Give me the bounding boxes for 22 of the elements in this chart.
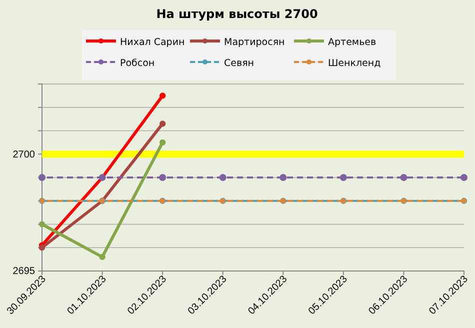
legend-label: Робсон (120, 58, 155, 69)
point (159, 139, 166, 146)
point (280, 174, 287, 181)
point (38, 221, 46, 228)
y-tick-label: 2695 (12, 266, 36, 278)
legend-label: Шенкленд (328, 58, 382, 69)
point (99, 254, 106, 260)
point (38, 244, 46, 251)
legend-label: Севян (224, 58, 254, 69)
legend-label: Артемьев (328, 37, 377, 48)
legend-label: Мартиросян (224, 37, 285, 48)
point (340, 174, 347, 181)
point (159, 120, 166, 127)
point (38, 174, 46, 181)
y-tick-label: 2700 (12, 149, 36, 160)
chart-title: На штурм высоты 2700 (156, 7, 318, 21)
point (460, 174, 468, 181)
point (400, 174, 408, 181)
point (159, 92, 166, 99)
legend-label: Нихал Сарин (120, 37, 185, 48)
point (219, 174, 226, 181)
point (159, 174, 166, 181)
